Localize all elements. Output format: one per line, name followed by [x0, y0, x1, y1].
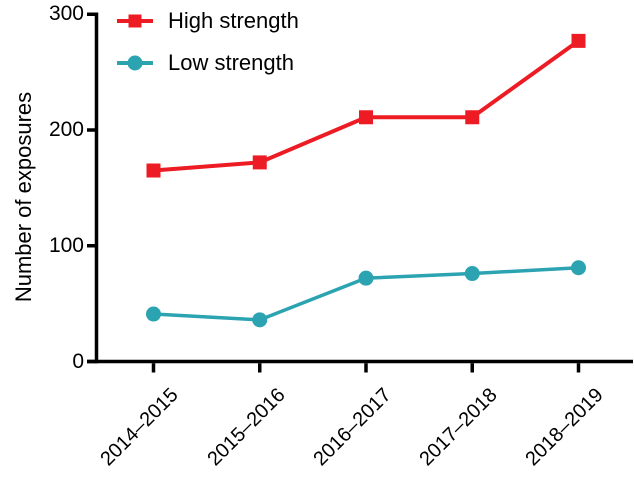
y-tick-label: 300: [48, 2, 84, 26]
data-point-low-strength: [464, 266, 480, 282]
y-tick-label: 100: [48, 233, 84, 257]
data-point-low-strength: [252, 312, 268, 328]
data-point-high-strength: [146, 163, 161, 178]
data-point-low-strength: [146, 306, 161, 322]
data-point-low-strength: [358, 270, 374, 286]
data-point-high-strength: [252, 155, 267, 170]
data-point-high-strength: [571, 33, 586, 48]
legend-item-low-strength: Low strength: [117, 50, 299, 76]
legend-label: High strength: [168, 8, 299, 33]
chart-legend: High strength Low strength: [117, 8, 299, 92]
data-point-low-strength: [571, 260, 586, 276]
legend-label: Low strength: [168, 50, 294, 75]
y-axis-title: Number of exposures: [11, 91, 36, 303]
low-strength-marker-icon: [117, 54, 153, 72]
data-point-high-strength: [465, 110, 480, 125]
y-tick-label: 0: [72, 349, 84, 373]
legend-item-high-strength: High strength: [117, 8, 299, 34]
high-strength-marker-icon: [117, 12, 153, 30]
y-tick-label: 200: [48, 118, 84, 141]
data-point-high-strength: [359, 110, 373, 125]
